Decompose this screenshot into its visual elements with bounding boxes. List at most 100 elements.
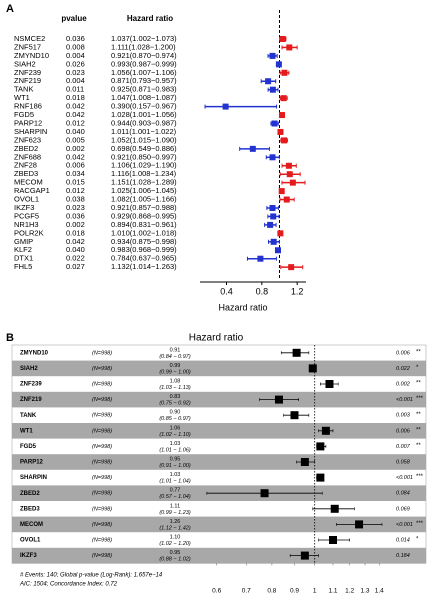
point <box>249 145 256 152</box>
p-value: 0.018 <box>66 228 85 237</box>
sample-size: (N=998) <box>92 506 112 512</box>
p-value: <0.001 <box>396 397 413 403</box>
p-value: 0.069 <box>396 506 410 512</box>
x-tick-label: 1.2 <box>345 588 354 595</box>
ci-label: (0.57 − 1.04) <box>159 494 191 500</box>
column-header: Hazard ratio <box>127 14 173 23</box>
p-value: 0.184 <box>396 553 410 559</box>
point <box>278 112 285 119</box>
point <box>325 380 334 388</box>
ci-label: (1.03 − 1.13) <box>159 385 191 391</box>
hazard-ratio-label: 0.944(0.903−0.987) <box>111 118 177 127</box>
point <box>271 120 278 127</box>
p-value: 0.042 <box>66 102 85 111</box>
gene-name: ZBED2 <box>20 491 40 497</box>
hazard-ratio-label: 0.698(0.549−0.886) <box>111 144 177 153</box>
gene-name: ZNF239 <box>20 382 42 388</box>
ci-label: (1.01 − 1.06) <box>159 447 191 453</box>
point <box>316 442 325 451</box>
point <box>285 162 292 169</box>
sample-size: (N=998) <box>92 459 112 465</box>
point <box>260 489 269 498</box>
significance: * <box>416 365 419 371</box>
point <box>281 137 288 144</box>
hazard-ratio-label: 0.99 <box>170 363 181 369</box>
gene-name: SHARPIN <box>14 127 47 136</box>
hazard-ratio-label: 1.03 <box>170 472 181 478</box>
x-tick-label: 1.1 <box>328 588 337 595</box>
hazard-ratio-label: 0.95 <box>170 456 181 462</box>
panel-label: B <box>6 332 14 344</box>
p-value: 0.011 <box>66 85 84 94</box>
hazard-ratio-label: 0.871(0.793−0.957) <box>111 76 177 85</box>
point <box>275 61 282 68</box>
p-value: 0.014 <box>396 537 410 543</box>
p-value: 0.022 <box>66 254 85 263</box>
sample-size: (N=998) <box>92 537 112 543</box>
row-band <box>12 391 426 408</box>
point <box>222 103 229 110</box>
x-tick-label: 0.9 <box>290 588 299 595</box>
ci-label: (1.01 − 1.04) <box>159 479 191 485</box>
hazard-ratio-label: 1.052(1.015−1.090) <box>111 135 177 144</box>
gene-name: ZNF688 <box>14 152 41 161</box>
sample-size: (N=998) <box>92 381 112 387</box>
gene-name: OVOL1 <box>20 538 41 544</box>
point <box>269 154 276 161</box>
gene-name: ZBED3 <box>20 506 40 512</box>
ci-label: (0.99 − 1.00) <box>159 369 191 375</box>
p-value: 0.002 <box>66 144 85 153</box>
p-value: 0.008 <box>66 42 85 51</box>
hazard-ratio-label: 1.132(1.014−1.263) <box>111 262 177 271</box>
point <box>283 196 290 203</box>
sample-size: (N=998) <box>92 366 112 372</box>
gene-name: NSMCE2 <box>14 34 45 43</box>
p-value: 0.012 <box>66 186 85 195</box>
ci-label: (0.84 − 0.97) <box>159 354 191 360</box>
significance: * <box>416 537 419 543</box>
gene-name: WT1 <box>14 93 30 102</box>
gene-name: FGD5 <box>14 110 34 119</box>
hazard-ratio-label: 1.03 <box>170 441 181 447</box>
gene-name: ZNF517 <box>14 42 41 51</box>
gene-name: ZNF219 <box>14 76 41 85</box>
p-value: 0.036 <box>66 211 85 220</box>
p-value: 0.006 <box>396 428 411 434</box>
sample-size: (N=998) <box>92 475 112 481</box>
hazard-ratio-label: 0.77 <box>170 488 181 494</box>
point <box>289 179 296 186</box>
x-tick-label: 0.8 <box>256 286 269 296</box>
significance: *** <box>416 521 424 527</box>
gene-name: MECOM <box>20 522 43 528</box>
gene-name: POLR2K <box>14 228 44 237</box>
p-value: 0.002 <box>66 220 85 229</box>
hazard-ratio-label: 0.934(0.875−0.998) <box>111 237 177 246</box>
point <box>277 128 284 135</box>
footnote: AIC: 1504; Concordance Index: 0.72 <box>19 582 118 588</box>
gene-name: PARP12 <box>14 118 42 127</box>
hazard-ratio-label: 0.925(0.871−0.983) <box>111 85 177 94</box>
point <box>328 536 337 544</box>
ci-label: (1.12 − 1.42) <box>159 525 191 531</box>
gene-name: ZNF623 <box>14 135 41 144</box>
hazard-ratio-label: 0.993(0.987−0.999) <box>111 59 177 68</box>
column-header: pvalue <box>61 14 87 23</box>
point <box>288 264 295 271</box>
point <box>270 238 277 245</box>
hazard-ratio-label: 1.26 <box>170 519 181 525</box>
p-value: 0.084 <box>396 491 410 497</box>
point <box>274 395 283 404</box>
gene-name: ZNF239 <box>14 68 41 77</box>
hazard-ratio-label: 0.929(0.868−0.995) <box>111 211 177 220</box>
hazard-ratio-label: 1.106(1.029−1.190) <box>111 161 177 170</box>
point <box>330 504 339 513</box>
p-value: 0.042 <box>66 152 85 161</box>
p-value: 0.018 <box>66 93 85 102</box>
gene-name: SIAH2 <box>14 59 36 68</box>
hazard-ratio-label: 1.10 <box>170 534 181 540</box>
point <box>269 205 276 211</box>
point <box>281 69 288 76</box>
p-value: 0.040 <box>66 127 85 136</box>
hazard-ratio-label: 0.784(0.637−0.965) <box>111 254 177 263</box>
significance: ** <box>416 427 421 433</box>
